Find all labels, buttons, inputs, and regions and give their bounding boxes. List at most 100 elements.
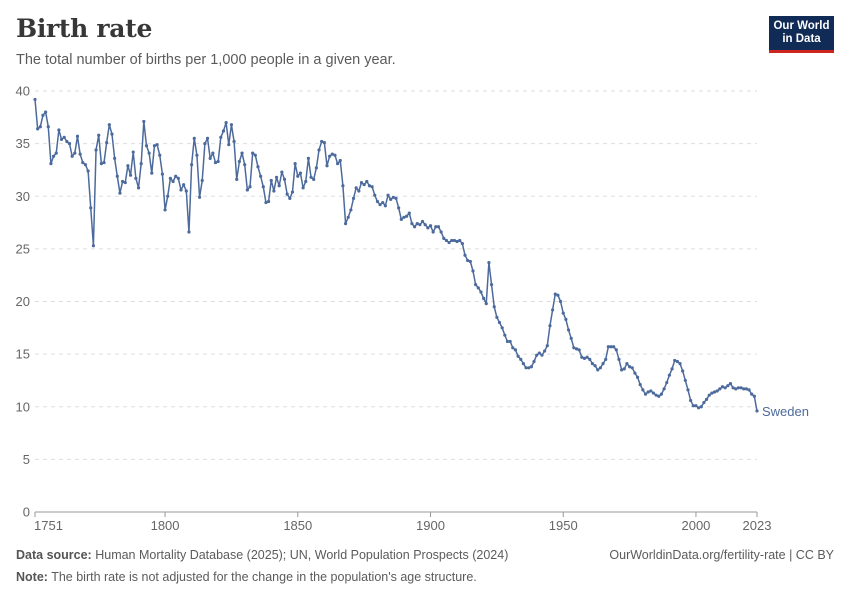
data-point[interactable] [118, 191, 122, 195]
data-point[interactable] [665, 380, 669, 385]
data-point[interactable] [519, 357, 523, 361]
data-point[interactable] [158, 153, 162, 157]
data-point[interactable] [274, 175, 279, 179]
data-point[interactable] [359, 180, 364, 185]
data-point[interactable] [264, 200, 268, 205]
data-point[interactable] [338, 158, 342, 163]
data-point[interactable] [219, 135, 223, 139]
data-point[interactable] [314, 166, 318, 170]
data-point[interactable] [325, 164, 329, 168]
data-point[interactable] [357, 189, 361, 193]
data-point[interactable] [489, 283, 494, 287]
data-point[interactable] [70, 154, 74, 158]
data-point[interactable] [57, 128, 61, 132]
data-point[interactable] [381, 200, 385, 205]
data-point[interactable] [94, 148, 98, 152]
data-point[interactable] [46, 125, 50, 129]
data-point[interactable] [383, 204, 387, 208]
data-point[interactable] [343, 222, 348, 226]
data-point[interactable] [734, 387, 738, 391]
data-point[interactable] [168, 176, 172, 180]
data-point[interactable] [213, 160, 218, 165]
data-point[interactable] [511, 346, 515, 350]
data-point[interactable] [704, 397, 709, 401]
data-point[interactable] [625, 362, 629, 366]
data-point[interactable] [617, 357, 621, 361]
data-point[interactable] [744, 387, 748, 391]
data-point[interactable] [208, 156, 212, 160]
data-point[interactable] [288, 196, 292, 200]
data-point[interactable] [612, 345, 616, 349]
data-point[interactable] [370, 185, 374, 189]
data-point[interactable] [529, 365, 533, 369]
data-point[interactable] [474, 283, 478, 287]
data-point[interactable] [697, 406, 701, 410]
data-point[interactable] [399, 217, 403, 221]
data-point[interactable] [166, 194, 170, 198]
data-point[interactable] [237, 159, 241, 164]
data-point[interactable] [256, 165, 260, 169]
data-point[interactable] [285, 192, 289, 196]
data-point[interactable] [349, 208, 353, 212]
data-point[interactable] [280, 170, 284, 174]
data-point[interactable] [298, 171, 303, 175]
data-point[interactable] [543, 349, 547, 353]
data-point[interactable] [442, 236, 446, 240]
data-point[interactable] [572, 346, 576, 350]
data-point[interactable] [503, 333, 507, 337]
data-point[interactable] [723, 386, 727, 390]
source-text[interactable]: Human Mortality Database (2025); UN, Wor… [95, 548, 509, 562]
data-point[interactable] [405, 214, 409, 218]
data-point[interactable] [566, 328, 571, 332]
data-point[interactable] [227, 143, 231, 147]
data-point[interactable] [630, 366, 634, 370]
data-point[interactable] [51, 154, 56, 158]
data-point[interactable] [190, 163, 194, 167]
data-point[interactable] [715, 389, 719, 393]
data-point[interactable] [418, 223, 422, 227]
data-point[interactable] [466, 258, 470, 263]
data-point[interactable] [689, 398, 693, 403]
series-line[interactable] [34, 99, 758, 412]
data-point[interactable] [245, 188, 249, 192]
data-point[interactable] [535, 353, 539, 357]
data-point[interactable] [144, 144, 149, 148]
data-point[interactable] [83, 163, 88, 167]
data-point[interactable] [492, 305, 496, 309]
data-point[interactable] [229, 123, 234, 127]
data-point[interactable] [261, 185, 265, 189]
data-point[interactable] [657, 394, 661, 398]
data-point[interactable] [686, 388, 690, 392]
data-point[interactable] [309, 175, 313, 179]
data-point[interactable] [699, 405, 703, 409]
data-point[interactable] [484, 302, 488, 306]
data-point[interactable] [601, 362, 605, 366]
data-point[interactable] [604, 357, 608, 361]
data-point[interactable] [333, 153, 337, 157]
data-point[interactable] [561, 311, 565, 315]
data-point[interactable] [407, 211, 411, 215]
data-point[interactable] [259, 174, 263, 178]
data-point[interactable] [609, 345, 613, 349]
data-point[interactable] [155, 143, 159, 147]
data-point[interactable] [444, 238, 449, 243]
data-point[interactable] [150, 171, 154, 175]
data-point[interactable] [593, 364, 597, 368]
data-point[interactable] [123, 180, 127, 185]
data-point[interactable] [139, 162, 143, 166]
data-point[interactable] [205, 136, 210, 140]
data-point[interactable] [681, 369, 685, 373]
data-point[interactable] [142, 119, 146, 124]
data-point[interactable] [755, 409, 759, 413]
data-point[interactable] [240, 151, 244, 155]
data-point[interactable] [412, 225, 417, 229]
data-point[interactable] [556, 293, 560, 297]
data-point[interactable] [452, 238, 456, 243]
data-point[interactable] [197, 195, 202, 199]
data-point[interactable] [426, 226, 430, 230]
data-point[interactable] [174, 174, 178, 178]
data-point[interactable] [458, 238, 462, 243]
data-point[interactable] [532, 359, 536, 364]
data-point[interactable] [537, 351, 541, 355]
data-point[interactable] [365, 179, 369, 184]
